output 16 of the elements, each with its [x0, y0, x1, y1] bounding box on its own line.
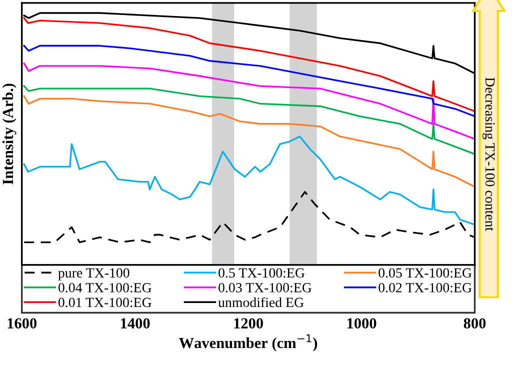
x-tick-label: 800 — [464, 318, 486, 329]
legend-label: 0.02 TX-100:EG — [378, 283, 472, 292]
x-tick-label: 1200 — [234, 318, 263, 329]
text: Decreasing TX-100 content — [482, 78, 495, 232]
x-axis-title: Wavenumber (cm$^{−1}$) — [179, 334, 318, 352]
legend-label: pure TX-100 — [58, 268, 130, 280]
x-tick-label: 1400 — [121, 318, 150, 329]
legend-label: 0.04 TX-100:EG — [58, 283, 152, 292]
x-tick-label: 1000 — [347, 318, 376, 329]
legend-label: 0.03 TX-100:EG — [218, 283, 312, 292]
legend-label: 0.01 TX-100:EG — [58, 298, 152, 308]
legend-label: unmodified EG — [218, 297, 304, 308]
x-tick-label: 1600 — [8, 318, 37, 329]
legend-label: 0.05 TX-100:EG — [378, 268, 472, 278]
legend-label: 0.5 TX-100:EG — [218, 268, 305, 278]
y-axis-title: Intensity (Arb.) — [2, 84, 16, 184]
